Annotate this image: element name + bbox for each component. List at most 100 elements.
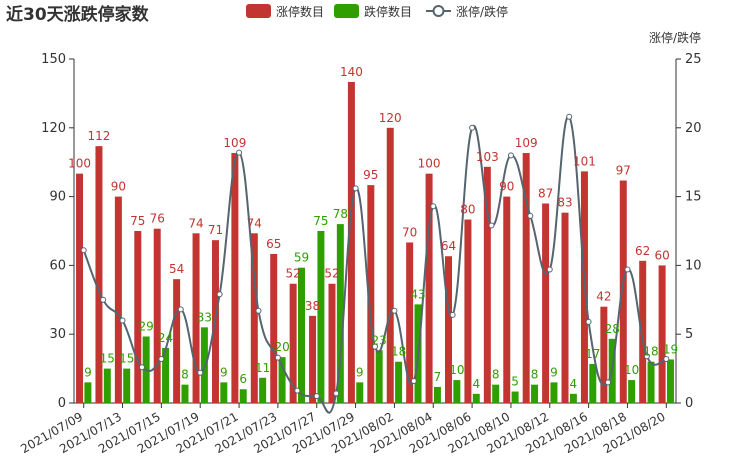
- limit-up-bar: [231, 153, 239, 403]
- ratio-point: [119, 317, 126, 324]
- limit-up-bar: [445, 256, 452, 403]
- legend-label: 涨停/跌停: [456, 4, 508, 19]
- limit-down-bar: [550, 382, 558, 403]
- ratio-point: [255, 307, 262, 314]
- limit-down-value-label: 43: [410, 287, 425, 301]
- ratio-point: [236, 149, 243, 156]
- ratio-point: [80, 247, 87, 254]
- ratio-point: [177, 306, 184, 313]
- limit-up-bar: [386, 127, 394, 404]
- limit-up-value-label: 54: [169, 262, 184, 276]
- limit-down-value-label: 8: [531, 368, 539, 382]
- limit-up-value-label: 80: [460, 203, 475, 217]
- limit-down-bar: [84, 382, 92, 403]
- ratio-point: [138, 364, 145, 371]
- limit-up-bar: [464, 219, 472, 403]
- right-axis-tick-label: 0: [685, 396, 693, 411]
- limit-down-value-label: 33: [197, 310, 212, 324]
- limit-up-bar: [153, 228, 161, 403]
- limit-down-value-label: 17: [585, 347, 600, 361]
- limit-down-value-label: 9: [84, 365, 92, 379]
- limit-down-value-label: 6: [239, 372, 247, 386]
- limit-down-bar: [317, 231, 325, 403]
- ratio-point: [527, 212, 534, 219]
- limit-down-bar: [511, 391, 519, 403]
- limit-down-bar: [181, 384, 189, 403]
- limit-down-value-label: 59: [294, 251, 309, 265]
- limit-up-value-label: 95: [363, 168, 378, 182]
- limit-up-value-label: 64: [441, 239, 456, 253]
- ratio-point: [352, 185, 359, 192]
- limit-down-bar: [220, 382, 228, 403]
- limit-down-value-label: 8: [181, 368, 189, 382]
- limit-down-bar: [433, 386, 441, 403]
- ratio-point: [469, 124, 476, 131]
- limit-up-value-label: 97: [616, 164, 631, 178]
- limit-down-bar: [492, 384, 500, 403]
- limit-down-value-label: 9: [356, 365, 364, 379]
- limit-up-value-label: 109: [515, 136, 538, 150]
- limit-down-value-label: 28: [605, 322, 620, 336]
- limit-up-value-label: 112: [88, 129, 111, 143]
- ratio-point: [333, 390, 340, 397]
- limit-up-value-label: 100: [68, 157, 91, 171]
- limit-down-value-label: 8: [492, 368, 500, 382]
- ratio-point: [391, 307, 398, 314]
- limit-up-value-label: 76: [150, 212, 165, 226]
- limit-up-value-label: 70: [402, 225, 417, 239]
- limit-up-value-label: 74: [247, 216, 262, 230]
- limit-down-value-label: 15: [100, 352, 115, 366]
- limit-up-value-label: 71: [208, 223, 223, 237]
- limit-up-value-label: 74: [188, 216, 203, 230]
- limit-up-value-label: 52: [324, 267, 339, 281]
- limit-down-value-label: 10: [449, 363, 464, 377]
- ratio-point: [488, 222, 495, 229]
- legend-swatch: [334, 4, 359, 18]
- limit-up-value-label: 83: [557, 196, 572, 210]
- limit-down-bar: [589, 364, 597, 403]
- ratio-point: [624, 266, 631, 273]
- limit-up-bar: [328, 283, 336, 403]
- limit-up-bar: [542, 203, 550, 403]
- limit-down-value-label: 75: [313, 214, 328, 228]
- limit-up-bar: [639, 260, 647, 403]
- limit-down-bar: [103, 368, 111, 403]
- right-axis-tick-label: 25: [685, 52, 702, 67]
- limit-down-value-label: 11: [255, 361, 270, 375]
- limit-down-value-label: 24: [158, 331, 173, 345]
- limit-down-value-label: 10: [624, 363, 639, 377]
- limit-up-bar: [503, 196, 511, 403]
- limit-down-value-label: 9: [550, 365, 558, 379]
- ratio-point: [566, 113, 573, 120]
- left-axis-tick-label: 30: [49, 327, 66, 342]
- ratio-point: [158, 355, 165, 362]
- limit-up-value-label: 109: [223, 136, 246, 150]
- limit-down-bar: [647, 361, 655, 403]
- limit-down-value-label: 7: [434, 370, 442, 384]
- limit-down-value-label: 4: [472, 377, 480, 391]
- ratio-point: [197, 369, 204, 376]
- limit-up-bar: [619, 180, 627, 403]
- limit-down-bar: [666, 359, 674, 403]
- ratio-point: [294, 387, 301, 394]
- limit-down-bar: [162, 347, 170, 403]
- ratio-point: [507, 152, 514, 159]
- left-axis-tick-label: 150: [41, 52, 66, 67]
- limit-up-value-label: 120: [379, 111, 402, 125]
- ratio-point: [663, 355, 670, 362]
- ratio-point: [100, 296, 107, 303]
- limit-up-bar: [406, 242, 414, 403]
- legend-swatch: [246, 4, 271, 18]
- limit-down-bar: [336, 224, 344, 403]
- ratio-point: [372, 343, 378, 350]
- ratio-point: [585, 318, 592, 325]
- limit-up-bar: [309, 315, 317, 403]
- limit-up-value-label: 52: [286, 267, 301, 281]
- limit-down-value-label: 9: [220, 365, 228, 379]
- left-axis-tick-label: 120: [41, 121, 66, 136]
- limit-down-value-label: 15: [119, 352, 134, 366]
- limit-up-bar: [134, 231, 142, 403]
- limit-up-value-label: 90: [111, 180, 126, 194]
- limit-down-bar: [239, 389, 247, 403]
